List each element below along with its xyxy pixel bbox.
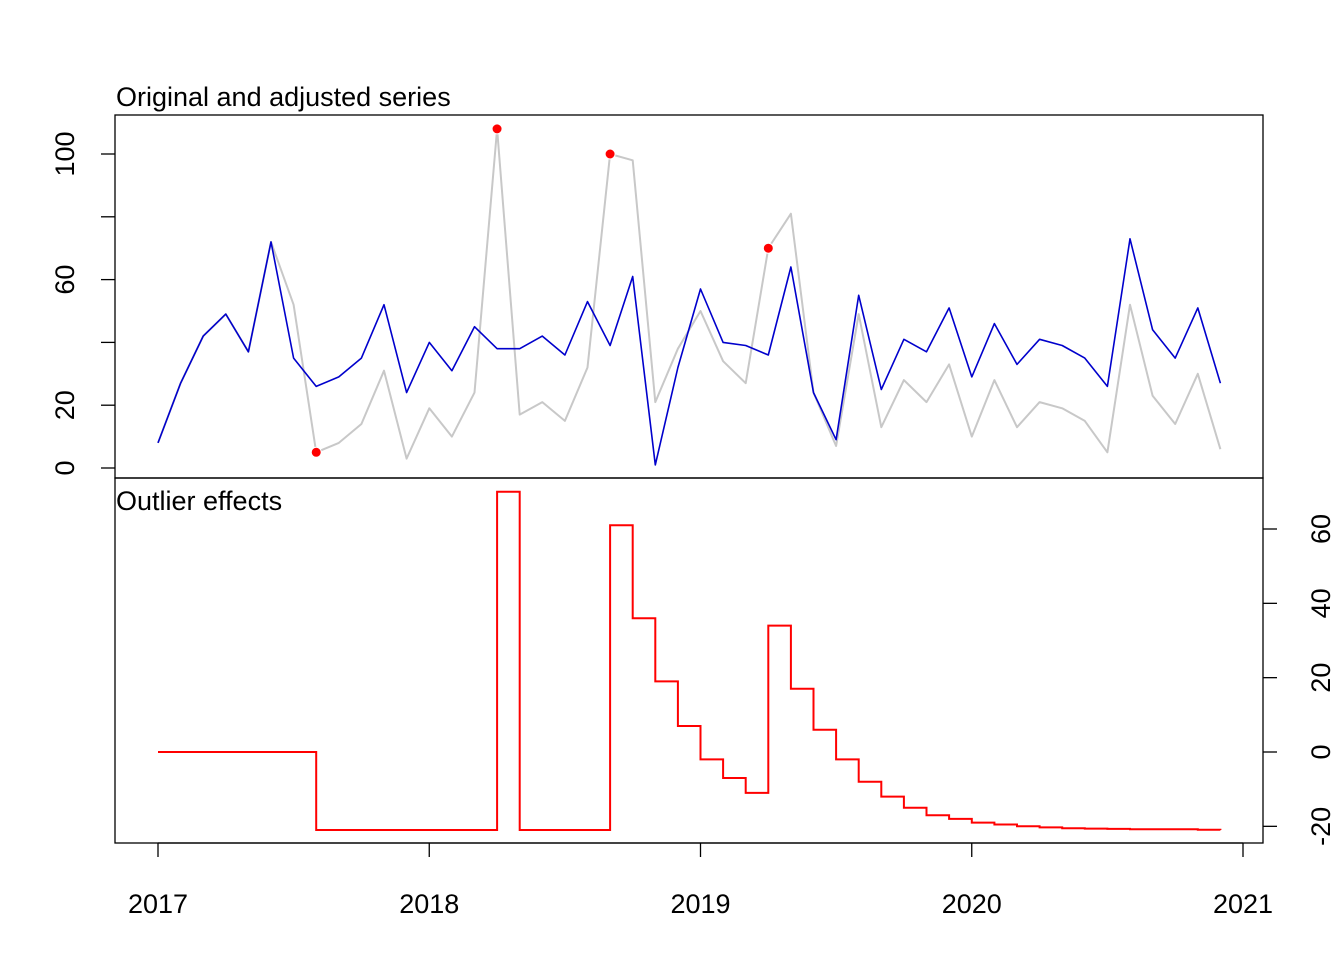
top-y-tick-label: 100 (50, 131, 80, 176)
top-y-tick-label: 0 (50, 460, 80, 475)
x-tick-label: 2017 (128, 889, 188, 919)
x-tick-label: 2021 (1213, 889, 1273, 919)
top-panel-title: Original and adjusted series (116, 82, 451, 112)
top-y-axis: 0 20 60 100 (50, 131, 115, 476)
top-y-tick-label: 20 (50, 390, 80, 420)
bottom-panel-title: Outlier effects (116, 486, 282, 516)
bottom-y-tick-label: -20 (1306, 807, 1336, 846)
outlier-point (310, 446, 322, 458)
x-tick-label: 2020 (942, 889, 1002, 919)
x-tick-label: 2019 (670, 889, 730, 919)
outlier-point (491, 123, 503, 135)
series-line-adjusted (157, 238, 1222, 466)
bottom-y-tick-label: 40 (1306, 588, 1336, 618)
bottom-y-tick-label: 20 (1306, 663, 1336, 693)
outlier-point (604, 148, 616, 160)
series-line-original (157, 127, 1222, 460)
bottom-y-axis: -20 0 20 40 60 (1263, 514, 1336, 846)
bottom-y-tick-label: 0 (1306, 744, 1336, 759)
outlier-point (762, 242, 774, 254)
top-y-tick-label: 60 (50, 265, 80, 295)
top-plot-frame (114, 114, 1264, 479)
bottom-series-group (158, 490, 1222, 831)
x-axis: 2017 2018 2019 2020 2021 (128, 842, 1273, 919)
top-series-group (157, 123, 1222, 466)
bottom-plot-frame (114, 477, 1264, 844)
outlier-effect-step-line (158, 490, 1222, 831)
x-tick-label: 2018 (399, 889, 459, 919)
bottom-y-tick-label: 60 (1306, 514, 1336, 544)
